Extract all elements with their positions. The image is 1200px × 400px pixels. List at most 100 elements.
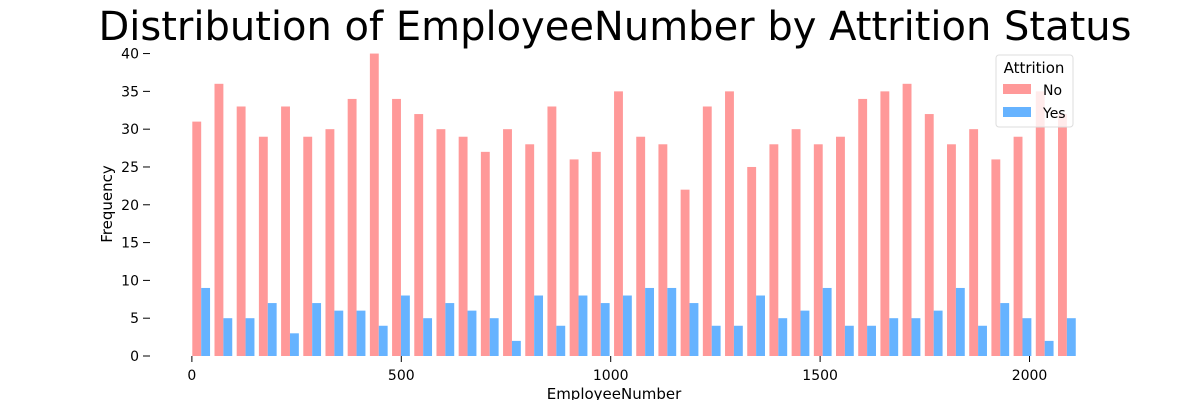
bar-no — [969, 129, 979, 356]
bar-no — [392, 98, 401, 357]
bar-yes — [289, 333, 299, 356]
bar-no — [347, 98, 357, 357]
bar-yes — [489, 318, 499, 356]
bar-yes — [600, 303, 610, 356]
y-tick-label: 10 — [121, 273, 139, 289]
bar-no — [924, 114, 934, 356]
bar-yes — [844, 325, 854, 356]
y-tick-label: 35 — [121, 84, 139, 100]
bar-yes — [622, 295, 632, 356]
bar-yes — [356, 310, 366, 356]
bar-yes — [733, 325, 743, 356]
chart-title: Distribution of EmployeeNumber by Attrit… — [98, 4, 1131, 50]
bar-yes — [911, 318, 921, 356]
bar-no — [258, 136, 268, 356]
y-tick-label: 25 — [121, 160, 139, 176]
y-tick-label: 5 — [130, 311, 139, 327]
x-tick-label: 0 — [187, 368, 196, 384]
y-tick-label: 15 — [121, 236, 139, 252]
bar-yes — [689, 303, 699, 356]
bar-yes — [778, 318, 788, 356]
bar-yes — [867, 325, 876, 356]
bar-no — [1013, 136, 1023, 356]
bar-no — [214, 83, 224, 357]
bar-no — [836, 136, 845, 356]
y-tick-label: 30 — [121, 122, 139, 138]
y-tick-label: 0 — [130, 349, 139, 365]
x-axis-label: EmployeeNumber — [547, 385, 682, 400]
bar-no — [902, 83, 912, 357]
bar-no — [503, 129, 512, 356]
legend-label-no: No — [1043, 83, 1062, 99]
bar-yes — [223, 318, 233, 356]
bar-yes — [400, 295, 410, 356]
bar-no — [480, 151, 490, 356]
bar-yes — [756, 295, 765, 356]
bar-no — [1035, 91, 1045, 357]
bar-no — [658, 144, 668, 356]
bar-yes — [822, 287, 832, 356]
x-tick-label: 2000 — [1012, 368, 1048, 384]
bar-yes — [1066, 318, 1076, 356]
bar-no — [813, 144, 823, 356]
bar-no — [192, 121, 202, 356]
bar-no — [880, 91, 890, 357]
bar-yes — [800, 310, 810, 356]
bar-no — [747, 166, 757, 356]
x-tick-label: 1000 — [593, 368, 629, 384]
bar-yes — [467, 310, 477, 356]
bar-yes — [645, 287, 655, 356]
bar-yes — [511, 340, 521, 356]
bar-no — [769, 144, 779, 356]
bar-yes — [267, 303, 277, 356]
bar-no — [1058, 114, 1067, 356]
bar-no — [725, 91, 734, 357]
y-tick-label: 20 — [121, 198, 139, 214]
bar-no — [369, 53, 379, 356]
bar-no — [414, 114, 424, 356]
bar-yes — [312, 303, 322, 356]
bar-no — [614, 91, 623, 357]
bar-yes — [933, 310, 943, 356]
bar-no — [303, 136, 313, 356]
bar-no — [569, 159, 579, 356]
bar-no — [547, 106, 557, 356]
bar-no — [325, 129, 335, 356]
bar-no — [636, 136, 646, 356]
bar-no — [791, 129, 801, 356]
bar-yes — [1044, 340, 1054, 356]
bar-yes — [955, 287, 965, 356]
bar-no — [858, 98, 868, 357]
bar-yes — [201, 287, 211, 356]
y-axis-label: Frequency — [98, 165, 116, 243]
legend-label-yes: Yes — [1042, 106, 1066, 122]
bar-yes — [245, 318, 255, 356]
legend-swatch-no — [1003, 84, 1031, 94]
bar-yes — [1000, 303, 1010, 356]
bar-no — [458, 136, 468, 356]
bar-yes — [334, 310, 344, 356]
bar-yes — [423, 318, 433, 356]
bar-no — [236, 106, 246, 356]
legend-swatch-yes — [1003, 107, 1031, 117]
bar-yes — [445, 303, 455, 356]
bar-yes — [534, 295, 544, 356]
x-tick-label: 500 — [388, 368, 415, 384]
bar-no — [702, 106, 712, 356]
bar-no — [991, 159, 1001, 356]
legend: Attrition No Yes — [995, 54, 1074, 128]
bar-no — [436, 129, 446, 356]
bar-no — [947, 144, 956, 356]
bar-no — [680, 189, 690, 356]
bar-yes — [578, 295, 588, 356]
bar-no — [591, 151, 601, 356]
x-axis: 0 500 1000 1500 2000 — [187, 356, 1047, 384]
bar-yes — [378, 325, 388, 356]
bar-yes — [667, 287, 677, 356]
legend-title: Attrition — [1004, 59, 1065, 77]
y-axis: 0 5 10 15 20 25 30 35 40 — [121, 47, 150, 365]
bar-no — [525, 144, 535, 356]
bars — [192, 53, 1076, 357]
bar-yes — [556, 325, 566, 356]
